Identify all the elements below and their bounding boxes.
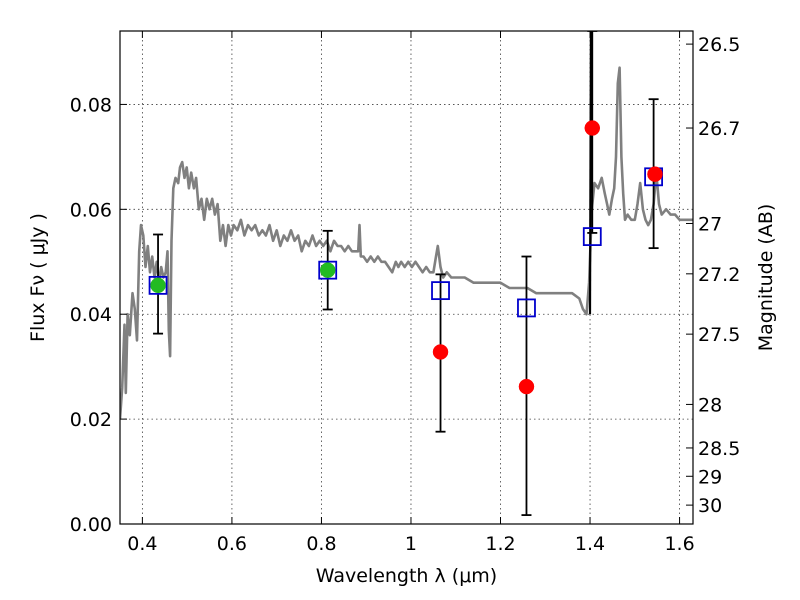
observed-flux-red-point <box>647 166 663 182</box>
y-axis-label: Flux Fν ( μJy ) <box>27 213 49 342</box>
y2-tick-label: 26.7 <box>698 118 740 140</box>
y2-tick-label: 28 <box>698 394 722 416</box>
model-flux-square <box>148 275 168 295</box>
model-flux-square <box>318 260 338 280</box>
model-spectrum-line <box>120 66 693 420</box>
x-tick-label: 1.4 <box>575 533 605 555</box>
y-axis-ticks: 0.00 0.02 0.04 0.06 0.08 <box>70 94 127 536</box>
plot-content <box>120 31 693 516</box>
y2-axis-ticks: 26.5 26.7 27 27.2 27.5 28 28.5 29 30 <box>686 34 740 517</box>
model-flux-square <box>582 227 602 246</box>
x-tick-label: 0.8 <box>306 533 336 555</box>
observed-flux-red-point <box>432 344 449 360</box>
observed-flux-green-point <box>150 277 166 294</box>
model-flux-square <box>517 298 536 318</box>
y2-axis-label: Magnitude (AB) <box>755 204 777 352</box>
spectrum-spike-line <box>588 31 592 315</box>
observed-flux-green-point <box>319 262 336 278</box>
y-tick-label: 0.08 <box>70 94 112 116</box>
y-tick-label: 0.00 <box>70 514 112 536</box>
y2-tick-label: 28.5 <box>698 438 740 460</box>
x-tick-label: 0.6 <box>217 533 247 555</box>
x-axis-label: Wavelength λ (μm) <box>316 565 497 587</box>
x-tick-label: 1 <box>405 533 417 555</box>
y-tick-label: 0.06 <box>70 199 112 221</box>
x-axis-ticks: 0.4 0.6 0.8 1 1.2 1.4 1.6 <box>127 31 695 555</box>
y-tick-label: 0.02 <box>70 409 112 431</box>
y2-tick-label: 26.5 <box>698 34 740 56</box>
observed-flux-red-point <box>518 378 535 395</box>
x-tick-label: 0.4 <box>127 533 157 555</box>
x-tick-label: 1.2 <box>485 533 515 555</box>
model-flux-square <box>431 281 450 301</box>
grid <box>120 31 693 525</box>
plot-frame <box>119 30 694 525</box>
y2-tick-label: 27.5 <box>698 324 740 346</box>
observed-flux-red-point <box>584 120 601 136</box>
y2-tick-label: 29 <box>698 466 722 488</box>
y-tick-label: 0.04 <box>70 304 112 326</box>
x-tick-label: 1.6 <box>664 533 694 555</box>
y2-tick-label: 30 <box>698 495 722 517</box>
y2-tick-label: 27 <box>698 213 722 235</box>
y2-tick-label: 27.2 <box>698 264 740 286</box>
